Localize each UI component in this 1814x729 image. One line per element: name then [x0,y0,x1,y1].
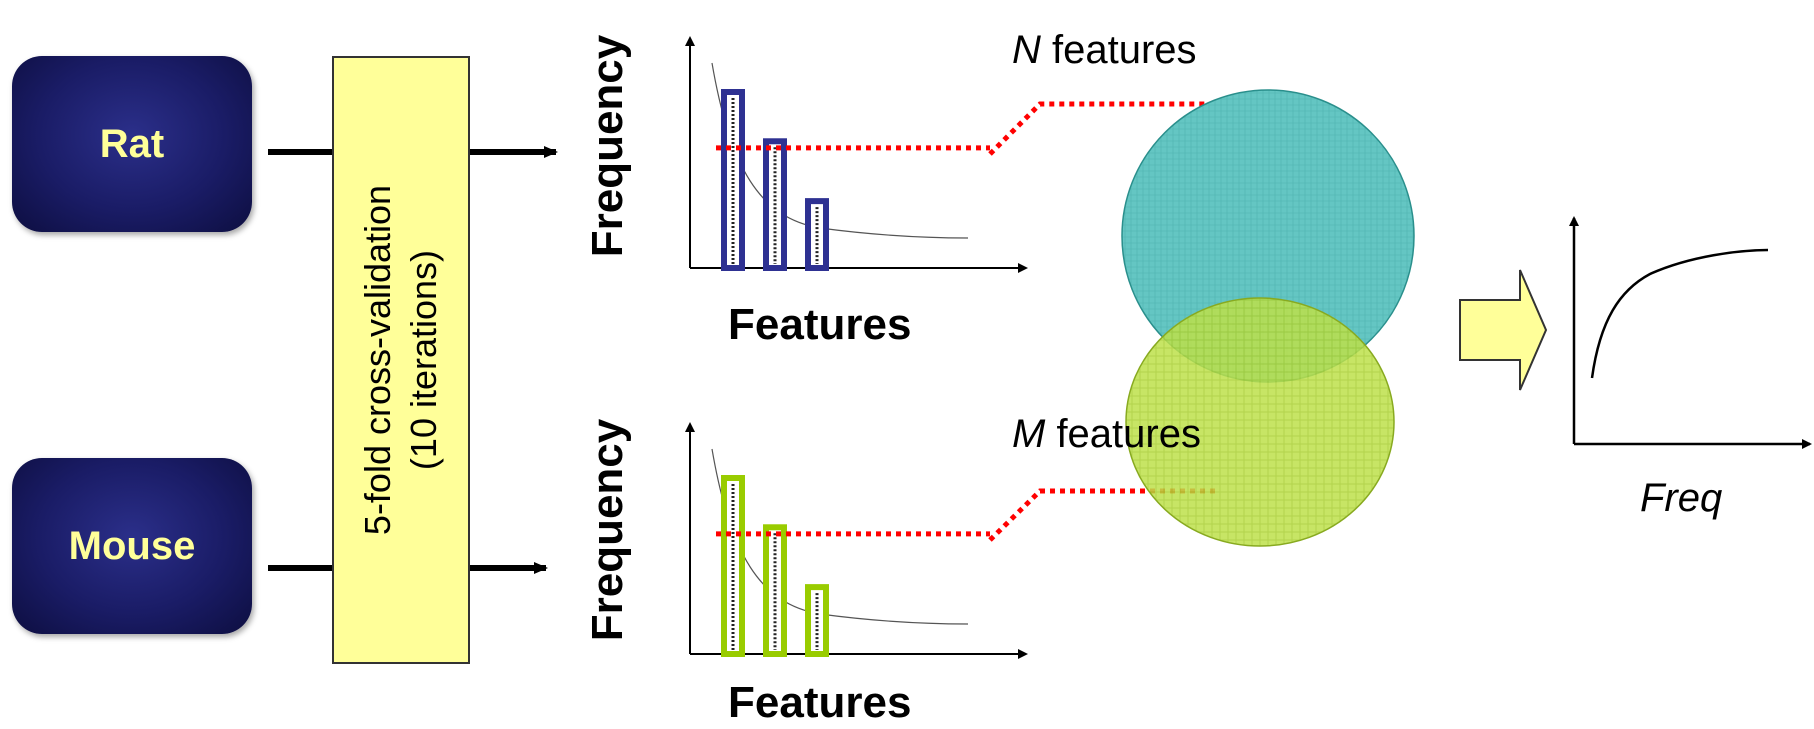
top-threshold-connector [988,101,1216,156]
mouse-box: Mouse [12,458,252,634]
bottom-frequency-label: Frequency [583,418,632,642]
top-frequency-label: Frequency [583,34,632,258]
top-histogram-bar-3 [805,198,829,271]
result-plot-x-label: Freq [1640,476,1723,520]
top-histogram [685,36,1028,273]
bottom-histogram [685,422,1028,659]
bottom-histogram-bar-3 [805,584,829,657]
bottom-features-label: Features [728,678,912,727]
bottom-histogram-decay-curve [711,448,969,625]
m-variable: M [1012,412,1046,456]
rat-label: Rat [99,121,165,166]
n-features-label: N features [1012,28,1197,73]
rat-box: Rat [12,56,252,232]
m-features-circle [1125,297,1395,547]
result-plot [1569,216,1812,449]
bottom-threshold-connector [988,488,1216,542]
m-features-label: M features [1012,412,1201,457]
n-variable: N [1012,28,1041,72]
m-features-text: features [1045,412,1201,456]
block-arrow-right-icon [1459,269,1548,391]
result-plot-curve [1590,248,1769,379]
mouse-label: Mouse [68,523,196,568]
top-histogram-decay-curve [711,62,969,239]
top-features-label: Features [728,300,912,349]
n-features-text: features [1040,28,1197,72]
cross-validation-box: 5-fold cross-validation (10 iterations) [332,56,470,664]
